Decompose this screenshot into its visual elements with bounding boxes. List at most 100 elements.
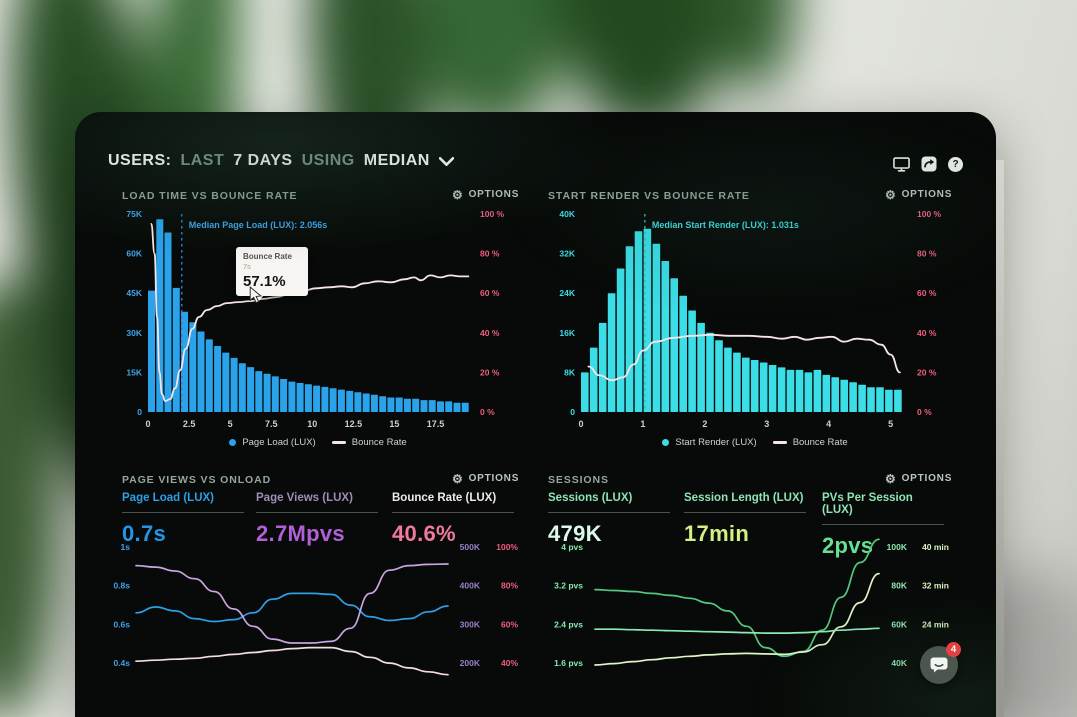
axis-label: 17.5 bbox=[427, 419, 445, 429]
series-line-right1 bbox=[135, 563, 449, 644]
axis-label: 40% bbox=[501, 658, 518, 668]
axis-label: 10 bbox=[307, 419, 317, 429]
axis-label: 40 % bbox=[480, 328, 500, 338]
metric-label: Bounce Rate (LUX) bbox=[392, 492, 514, 513]
legend-line-icon bbox=[772, 441, 787, 444]
axis-label: 5 bbox=[228, 419, 233, 429]
laptop-screen bbox=[75, 112, 996, 717]
axis-label: 4 pvs bbox=[561, 542, 583, 552]
share-icon[interactable] bbox=[921, 156, 937, 172]
timeframe-selector[interactable]: USERS: LAST 7 DAYS USING MEDIAN bbox=[108, 152, 454, 170]
histogram-bar bbox=[337, 389, 345, 412]
axis-label: 0 bbox=[570, 407, 575, 417]
series-line-left bbox=[594, 627, 880, 634]
histogram-bar bbox=[607, 293, 616, 412]
axis-label: 0 bbox=[145, 419, 150, 429]
histogram-bar bbox=[329, 388, 337, 412]
series-line-left bbox=[135, 592, 449, 623]
axis-label: 1 bbox=[640, 419, 645, 429]
legend-label: Bounce Rate bbox=[351, 437, 407, 448]
options-button[interactable]: ⚙ OPTIONS bbox=[885, 471, 952, 486]
load-time-chart[interactable]: 75K 60K 45K 30K 15K 0 100 % 80 % 60 % 40 % 20 % 0 %… bbox=[118, 206, 518, 442]
metric-pvs-per-session: PVs Per Session (LUX) 2pvs bbox=[822, 492, 944, 559]
options-button[interactable]: ⚙ OPTIONS bbox=[885, 189, 952, 201]
axis-label: 500K bbox=[460, 542, 481, 552]
histogram-bar bbox=[625, 246, 634, 412]
metric-bounce-rate: Bounce Rate (LUX) 40.6% bbox=[392, 492, 514, 547]
histogram-bar bbox=[288, 381, 296, 412]
header-label-last: LAST bbox=[180, 152, 225, 169]
series-line-right2 bbox=[135, 646, 449, 676]
axis-label: 2.5 bbox=[183, 419, 196, 429]
options-button[interactable]: ⚙ OPTIONS bbox=[452, 473, 519, 485]
axis-label: 60K bbox=[126, 249, 142, 259]
gear-icon: ⚙ bbox=[885, 471, 897, 486]
histogram-bar bbox=[222, 352, 230, 412]
histogram-bar bbox=[652, 243, 661, 412]
metric-sessions: Sessions (LUX) 479K bbox=[548, 492, 670, 547]
axis-label: 0.8s bbox=[113, 581, 130, 591]
axis-label: 80 % bbox=[480, 249, 500, 259]
histogram-bar bbox=[271, 376, 279, 412]
axis-label: 300K bbox=[460, 619, 481, 629]
histogram-bar bbox=[255, 371, 263, 412]
axis-label: 0 bbox=[137, 407, 142, 417]
page-views-chart[interactable]: 1s 0.8s 0.6s 0.4s 500K 400K 300K 200K 100% 80% 60%… bbox=[112, 538, 530, 717]
metric-label: Page Load (LUX) bbox=[122, 492, 244, 513]
histogram-bar bbox=[724, 347, 732, 412]
axis-label: 100K bbox=[887, 542, 908, 552]
axis-label: Median Page Load (LUX): 2.056s bbox=[189, 220, 328, 230]
histogram-bar bbox=[412, 398, 420, 412]
sessions-chart[interactable]: 4 pvs 3.2 pvs 2.4 pvs 1.6 pvs 100K 80K 60K 40K 4… bbox=[543, 538, 967, 717]
histogram-bar bbox=[822, 374, 831, 412]
legend-item: Bounce Rate bbox=[772, 437, 848, 448]
chat-widget-button[interactable]: 4 bbox=[920, 642, 961, 684]
histogram-bar bbox=[715, 340, 723, 412]
histogram-bar bbox=[616, 268, 625, 412]
metric-page-load: Page Load (LUX) 0.7s bbox=[122, 492, 244, 547]
histogram-bar bbox=[777, 367, 786, 412]
histogram-bar bbox=[172, 287, 180, 412]
header-icons: ? bbox=[893, 156, 963, 172]
start-render-chart[interactable]: 40K 32K 24K 16K 8K 0 100 % 80 % 60 % 40 % 20 % 0 % 0… bbox=[545, 206, 965, 442]
histogram-bar bbox=[205, 339, 213, 412]
histogram-bar bbox=[238, 363, 246, 412]
header-value-range: 7 DAYS bbox=[233, 152, 293, 169]
options-button[interactable]: ⚙ OPTIONS bbox=[452, 189, 519, 201]
histogram-bar bbox=[379, 396, 387, 412]
histogram-bar bbox=[670, 278, 678, 412]
histogram-bar bbox=[296, 383, 304, 412]
histogram-bar bbox=[831, 377, 839, 412]
metric-value: 40.6% bbox=[392, 521, 456, 546]
metric-label: PVs Per Session (LUX) bbox=[822, 492, 944, 525]
histogram-bar bbox=[197, 331, 205, 412]
axis-label: 60 % bbox=[480, 288, 500, 298]
chart-legend: Page Load (LUX) Bounce Rate bbox=[118, 437, 518, 448]
histogram-bar bbox=[876, 387, 884, 413]
axis-label: 100 % bbox=[480, 209, 505, 219]
chart-legend: Start Render (LUX) Bounce Rate bbox=[545, 437, 965, 448]
axis-label: 60 % bbox=[917, 288, 937, 298]
axis-label: 45K bbox=[126, 288, 142, 298]
axis-label: 60K bbox=[891, 619, 907, 629]
axis-label: 60% bbox=[501, 619, 518, 629]
panel-title: LOAD TIME VS BOUNCE RATE bbox=[122, 190, 298, 202]
axis-label: 100% bbox=[496, 542, 518, 552]
axis-label: 0.4s bbox=[113, 658, 130, 668]
axis-label: 40 % bbox=[917, 328, 937, 338]
histogram-bar bbox=[598, 322, 607, 412]
display-icon[interactable] bbox=[893, 156, 910, 172]
histogram-bar bbox=[768, 365, 777, 412]
tooltip-title: Bounce Rate bbox=[243, 252, 292, 261]
header-label-using: USING bbox=[301, 152, 355, 169]
axis-label: 12.5 bbox=[345, 419, 363, 429]
axis-label: 8K bbox=[564, 367, 576, 377]
axis-label: 7.5 bbox=[265, 419, 278, 429]
histogram-bar bbox=[461, 402, 469, 412]
axis-label: 40K bbox=[891, 658, 907, 668]
legend-label: Bounce Rate bbox=[792, 437, 848, 448]
help-icon[interactable]: ? bbox=[948, 156, 963, 172]
histogram-bar bbox=[214, 346, 222, 412]
laptop-edge bbox=[996, 160, 1004, 717]
histogram-bar bbox=[813, 369, 822, 412]
